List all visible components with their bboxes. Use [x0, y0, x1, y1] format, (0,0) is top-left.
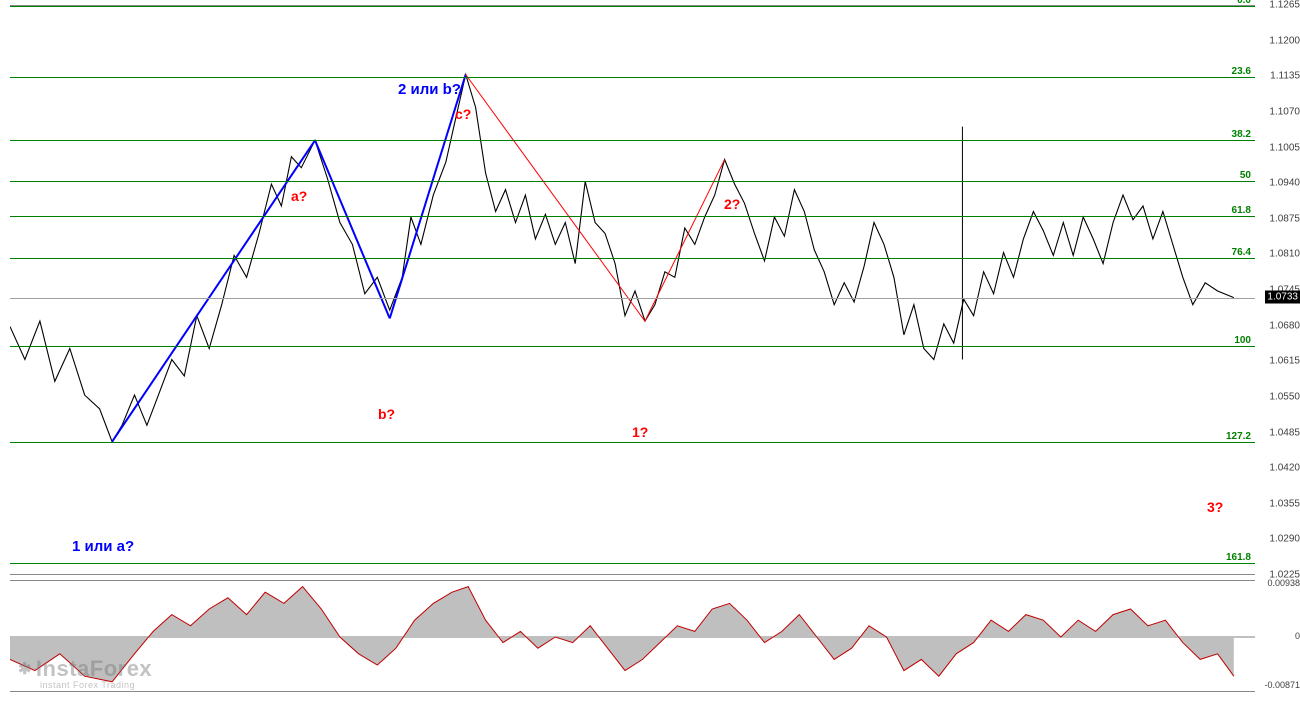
wave-label: 1? [632, 424, 648, 440]
y-tick: 1.1005 [1269, 142, 1300, 153]
forex-chart: 0.0 23.6 38.2 50 61.8 76.4 100 127.2 161.8 1 или … [0, 0, 1300, 700]
star-icon: ✱ [18, 659, 32, 679]
logo-brand: InstaForex [36, 656, 152, 682]
osc-y-tick: -0.00871 [1264, 680, 1300, 690]
fib-line [10, 216, 1255, 217]
wave-label: 2 или b? [398, 81, 461, 98]
y-tick: 1.0940 [1269, 178, 1300, 189]
y-tick: 1.0290 [1269, 534, 1300, 545]
y-tick: 1.0810 [1269, 249, 1300, 260]
fib-line [10, 140, 1255, 141]
fib-label: 100 [1234, 335, 1251, 346]
wave-label: 3? [1207, 499, 1223, 515]
y-tick: 1.1070 [1269, 106, 1300, 117]
osc-y-tick: 0.00938 [1267, 578, 1300, 588]
y-tick: 1.1135 [1270, 71, 1300, 82]
fib-line [10, 181, 1255, 182]
y-tick: 1.0420 [1269, 463, 1300, 474]
fib-label: 127.2 [1226, 431, 1251, 442]
oscillator-area[interactable] [10, 580, 1255, 692]
time-x-axis: 27 Oct 08:0013 Nov 00:0027 Nov 16:0012 D… [10, 694, 1255, 706]
y-tick: 1.0875 [1269, 213, 1300, 224]
fib-label: 38.2 [1232, 129, 1251, 140]
y-tick: 1.0680 [1269, 320, 1300, 331]
wave-label: 1 или a? [72, 538, 134, 555]
fib-label: 23.6 [1232, 66, 1251, 77]
osc-y-tick: 0 [1295, 631, 1300, 641]
fib-label: 61.8 [1232, 205, 1251, 216]
fib-line [10, 258, 1255, 259]
fib-line [10, 6, 1255, 7]
price-chart-area[interactable]: 0.023.638.25061.876.4100127.2161.81 или … [10, 5, 1255, 575]
fib-line [10, 563, 1255, 564]
wave-label: a? [291, 188, 307, 204]
y-tick: 1.0355 [1269, 498, 1300, 509]
current-price-line [10, 298, 1255, 299]
wave-label: 2? [724, 196, 740, 212]
fib-label: 161.8 [1226, 552, 1251, 563]
watermark-logo: ✱InstaForex instant Forex Trading [18, 656, 152, 690]
wave-label: b? [378, 406, 395, 422]
current-price-tag: 1.0733 [1265, 290, 1300, 303]
fib-label: 50 [1240, 170, 1251, 181]
price-y-axis: 1.02251.02901.03551.04201.04851.05501.06… [1258, 5, 1300, 575]
fib-label: 76.4 [1232, 247, 1251, 258]
fib-line [10, 346, 1255, 347]
y-tick: 1.1200 [1269, 35, 1300, 46]
fib-line [10, 442, 1255, 443]
y-tick: 1.1265 [1269, 0, 1300, 11]
oscillator-y-axis: 0.00938 0 -0.00871 [1258, 580, 1300, 692]
y-tick: 1.0550 [1269, 391, 1300, 402]
price-chart-svg [10, 6, 1255, 576]
y-tick: 1.0485 [1269, 427, 1300, 438]
oscillator-svg [10, 581, 1255, 693]
fib-line [10, 77, 1255, 78]
y-tick: 1.0615 [1269, 356, 1300, 367]
wave-label: c? [455, 106, 471, 122]
fib-label: 0.0 [1237, 0, 1251, 6]
